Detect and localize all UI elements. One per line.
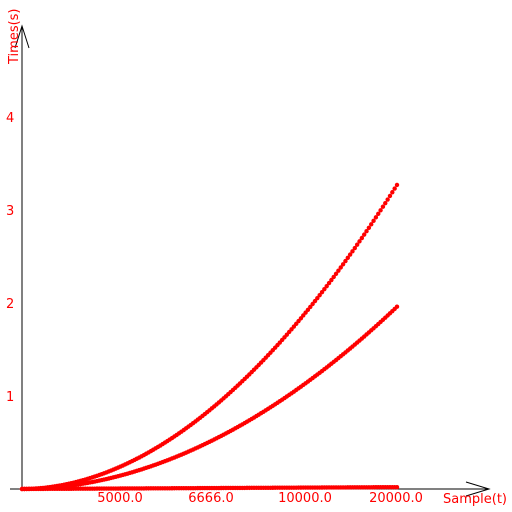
data-point [395, 183, 399, 187]
x-tick-labels: 5000.0 6666.0 10000.0 20000.0 [97, 491, 423, 506]
data-point [390, 190, 394, 194]
x-axis-label: Sample(t) [443, 492, 507, 507]
y-axis-label: Times(s) [7, 8, 22, 65]
data-point [395, 305, 399, 309]
data-point [392, 186, 396, 190]
y-tick-label: 2 [6, 297, 14, 312]
data-point [388, 194, 392, 198]
y-tick-label: 1 [6, 390, 14, 405]
data-point [383, 201, 387, 205]
x-tick-label: 20000.0 [369, 491, 423, 506]
y-tick-label: 3 [6, 204, 14, 219]
y-tick-labels: 1 2 3 4 [6, 111, 14, 405]
data-point [385, 197, 389, 201]
data-point [395, 485, 399, 489]
x-tick-label: 5000.0 [97, 491, 143, 506]
y-tick-label: 4 [6, 111, 14, 126]
data-points [20, 183, 399, 492]
y-axis [15, 26, 29, 489]
x-tick-label: 6666.0 [188, 491, 234, 506]
x-tick-label: 10000.0 [278, 491, 332, 506]
